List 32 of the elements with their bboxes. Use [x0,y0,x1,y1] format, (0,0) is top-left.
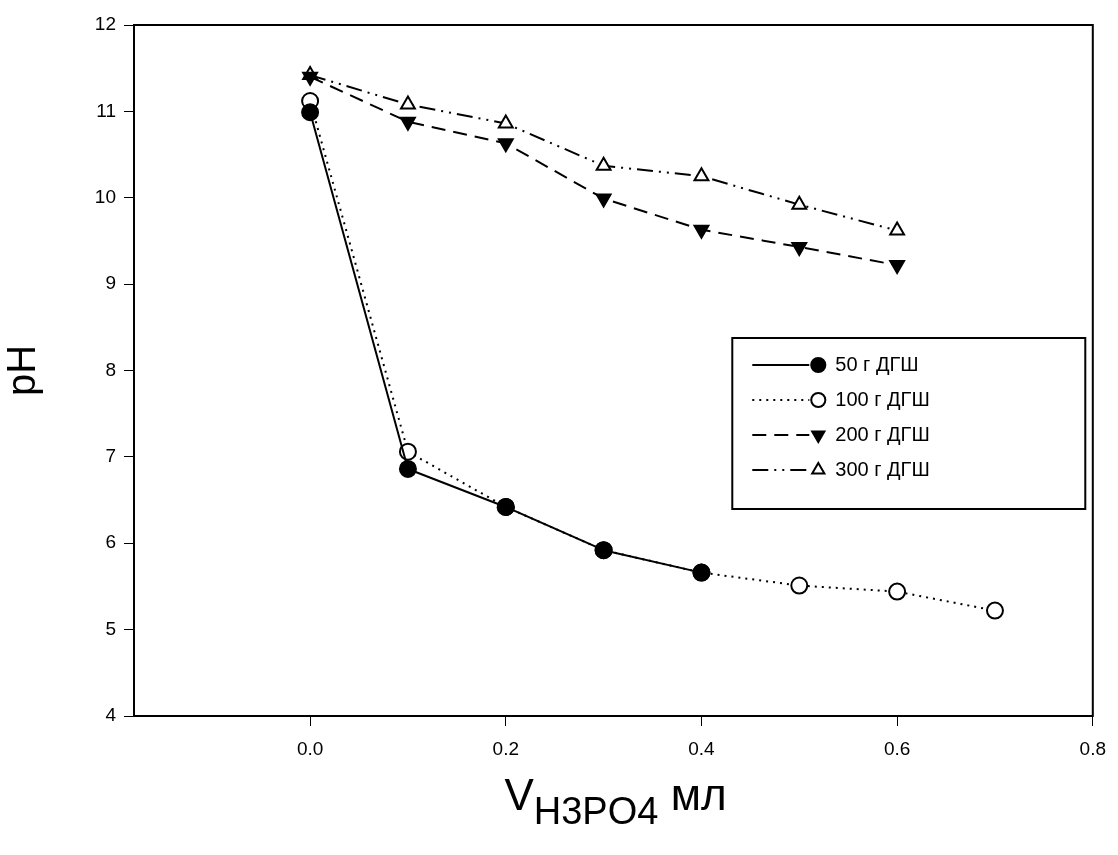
point [595,193,612,208]
point [791,241,808,256]
point [398,459,417,478]
y-axis-title: pH [0,344,44,397]
legend-label: 200 г ДГШ [835,422,930,445]
point [400,116,416,131]
y-tick-label: 12 [94,13,116,35]
point [888,582,907,601]
point [497,138,514,153]
point [302,71,319,86]
x-tick-label: 0.8 [1079,737,1106,759]
x-tick-label: 0.2 [492,737,519,759]
y-tick-label: 11 [96,99,116,121]
point [790,576,809,595]
y-tick-label: 10 [94,185,116,207]
x-tick-label: 0.4 [688,737,716,759]
x-tick-label: 0.6 [883,737,911,759]
y-tick-label: 7 [105,445,116,467]
point [693,224,710,239]
y-tick-label: 5 [105,617,116,639]
x-axis-title: V$_{H3PO4}$ мл [503,770,728,833]
x-tick-label: 0.0 [296,737,324,759]
y-tick-label: 4 [105,704,117,726]
point [889,260,906,275]
legend-label: 300 г ДГШ [835,457,930,480]
point [301,103,320,122]
legend-label: 100 г ДГШ [835,387,930,410]
y-tick-label: 9 [105,272,116,294]
point [985,601,1004,620]
legend-label: 50 г ДГШ [835,352,919,375]
y-tick-label: 6 [105,531,116,553]
y-tick-label: 8 [105,358,116,380]
